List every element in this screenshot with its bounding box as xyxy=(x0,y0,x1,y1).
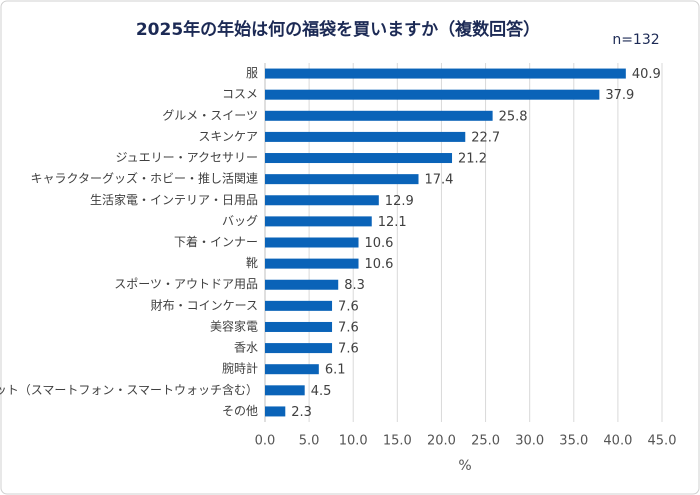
bar xyxy=(265,300,333,311)
y-tick-label: コスメ xyxy=(222,87,258,101)
x-tick-label: 35.0 xyxy=(559,434,588,449)
bar xyxy=(265,216,372,227)
bar xyxy=(265,131,466,142)
bar xyxy=(265,279,339,290)
sample-size: n=132 xyxy=(612,32,659,48)
value-label: 37.9 xyxy=(605,88,634,103)
x-tick-label: 10.0 xyxy=(339,434,368,449)
value-label: 40.9 xyxy=(632,67,661,82)
y-tick-label: 腕時計 xyxy=(222,361,258,376)
y-tick-label: ガジェット（スマートフォン・スマートウォッチ含む） xyxy=(0,382,258,397)
y-tick-label: ジュエリー・アクセサリー xyxy=(115,151,258,165)
bar xyxy=(265,406,286,417)
bar xyxy=(265,195,379,206)
x-tick-label: 0.0 xyxy=(255,434,276,449)
y-tick-label: 香水 xyxy=(234,341,258,355)
y-tick-label: 靴 xyxy=(246,256,258,270)
x-axis-label: % xyxy=(458,458,471,474)
value-label: 12.1 xyxy=(378,215,407,230)
value-label: 22.7 xyxy=(471,130,500,145)
bar xyxy=(265,68,626,79)
value-label: 2.3 xyxy=(291,405,312,420)
y-tick-label: グルメ・スイーツ xyxy=(162,108,258,122)
value-label: 4.5 xyxy=(311,384,332,399)
bar xyxy=(265,153,453,164)
bar xyxy=(265,110,493,121)
x-tick-label: 5.0 xyxy=(299,434,320,449)
bar xyxy=(265,174,419,185)
bar xyxy=(265,364,319,375)
value-label: 7.6 xyxy=(338,342,359,357)
value-label: 25.8 xyxy=(499,109,528,124)
bar xyxy=(265,385,305,396)
y-tick-label: 服 xyxy=(246,66,258,80)
bar xyxy=(265,343,333,354)
value-label: 6.1 xyxy=(325,363,346,378)
value-label: 10.6 xyxy=(365,236,394,251)
value-label: 21.2 xyxy=(458,152,487,167)
x-tick-label: 25.0 xyxy=(471,434,500,449)
x-tick-label: 40.0 xyxy=(603,434,632,449)
y-tick-label: スキンケア xyxy=(198,129,258,143)
value-label: 10.6 xyxy=(365,257,394,272)
value-label: 8.3 xyxy=(344,278,365,293)
x-tick-label: 20.0 xyxy=(427,434,456,449)
value-label: 17.4 xyxy=(425,173,454,188)
x-tick-label: 30.0 xyxy=(515,434,544,449)
bar xyxy=(265,258,359,269)
y-tick-label: スポーツ・アウトドア用品 xyxy=(114,277,258,291)
y-tick-label: その他 xyxy=(222,404,258,418)
x-tick-label: 15.0 xyxy=(383,434,412,449)
bar xyxy=(265,321,333,332)
y-tick-label: 生活家電・インテリア・日用品 xyxy=(90,192,258,207)
value-label: 7.6 xyxy=(338,320,359,335)
bar xyxy=(265,89,600,100)
y-tick-label: キャラクターグッズ・ホビー・推し活関連 xyxy=(30,171,258,186)
value-label: 12.9 xyxy=(385,194,414,209)
y-tick-label: 下着・インナー xyxy=(174,234,258,249)
x-tick-label: 45.0 xyxy=(648,434,677,449)
y-tick-label: バッグ xyxy=(222,214,258,228)
bar xyxy=(265,237,359,248)
value-label: 7.6 xyxy=(338,299,359,314)
y-tick-label: 財布・コインケース xyxy=(151,297,258,312)
y-tick-label: 美容家電 xyxy=(210,318,258,333)
chart-title: 2025年の年始は何の福袋を買いますか（複数回答） xyxy=(136,19,540,40)
